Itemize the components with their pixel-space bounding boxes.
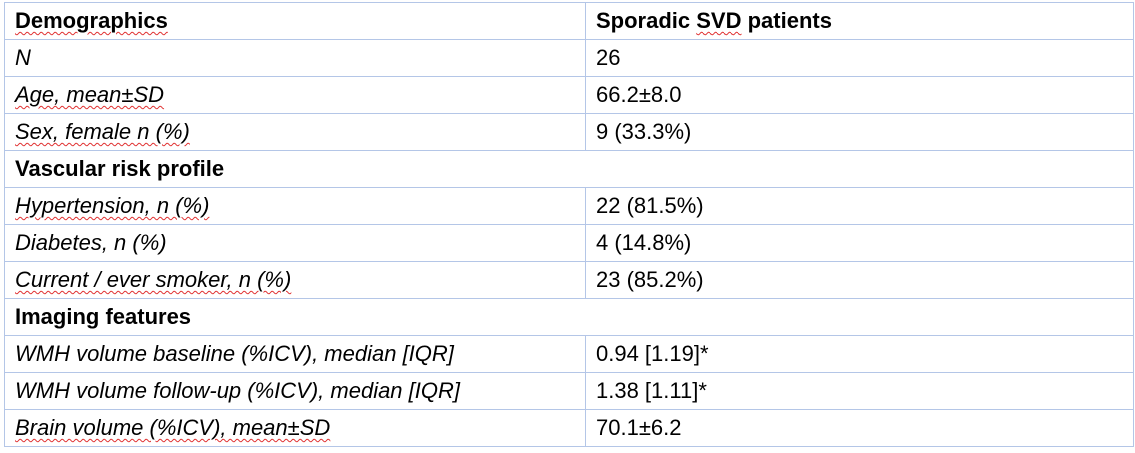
row-label-wmh-baseline: WMH volume baseline (%ICV), median [IQR] [4, 335, 586, 373]
row-label-sex: Sex, female n (%) [4, 113, 586, 151]
row-value-n: 26 [585, 39, 1134, 77]
section-imaging-features: Imaging features [4, 298, 1134, 336]
table-row: Brain volume (%ICV), mean±SD 70.1±6.2 [4, 409, 1134, 447]
row-label-n: N [4, 39, 586, 77]
demographics-table: Demographics Sporadic SVD patients N 26 … [4, 2, 1134, 447]
table-row: WMH volume baseline (%ICV), median [IQR]… [4, 335, 1134, 373]
row-label-age: Age, mean±SD [4, 76, 586, 114]
row-value-wmh-followup: 1.38 [1.11]* [585, 372, 1134, 410]
row-label-smoker-text: Current / ever smoker, n (%) [15, 267, 292, 292]
row-label-sex-text: Sex, female n (%) [15, 119, 190, 144]
row-value-hypertension: 22 (81.5%) [585, 187, 1134, 225]
row-label-age-text: Age, mean±SD [15, 82, 165, 107]
row-label-brain-volume-text: Brain volume (%ICV), mean±SD [15, 415, 331, 440]
row-value-wmh-baseline: 0.94 [1.19]* [585, 335, 1134, 373]
table-row: WMH volume follow-up (%ICV), median [IQR… [4, 372, 1134, 410]
header-demographics: Demographics [4, 2, 586, 40]
table-row: N 26 [4, 39, 1134, 77]
section-vascular-risk-profile: Vascular risk profile [4, 150, 1134, 188]
row-value-diabetes: 4 (14.8%) [585, 224, 1134, 262]
table-row: Age, mean±SD 66.2±8.0 [4, 76, 1134, 114]
row-label-wmh-followup: WMH volume follow-up (%ICV), median [IQR… [4, 372, 586, 410]
row-label-smoker: Current / ever smoker, n (%) [4, 261, 586, 299]
row-label-diabetes: Diabetes, n (%) [4, 224, 586, 262]
row-value-sex: 9 (33.3%) [585, 113, 1134, 151]
row-value-smoker: 23 (85.2%) [585, 261, 1134, 299]
row-label-hypertension-text: Hypertension, n (%) [15, 193, 210, 218]
table-row: Current / ever smoker, n (%) 23 (85.2%) [4, 261, 1134, 299]
header-sporadic-svd-patients: Sporadic SVD patients [585, 2, 1134, 40]
table-row: Hypertension, n (%) 22 (81.5%) [4, 187, 1134, 225]
row-label-hypertension: Hypertension, n (%) [4, 187, 586, 225]
table-row: Diabetes, n (%) 4 (14.8%) [4, 224, 1134, 262]
row-label-brain-volume: Brain volume (%ICV), mean±SD [4, 409, 586, 447]
header-row: Demographics Sporadic SVD patients [4, 2, 1134, 40]
section-row: Vascular risk profile [4, 150, 1134, 188]
table-row: Sex, female n (%) 9 (33.3%) [4, 113, 1134, 151]
row-value-brain-volume: 70.1±6.2 [585, 409, 1134, 447]
row-value-age: 66.2±8.0 [585, 76, 1134, 114]
section-row: Imaging features [4, 298, 1134, 336]
